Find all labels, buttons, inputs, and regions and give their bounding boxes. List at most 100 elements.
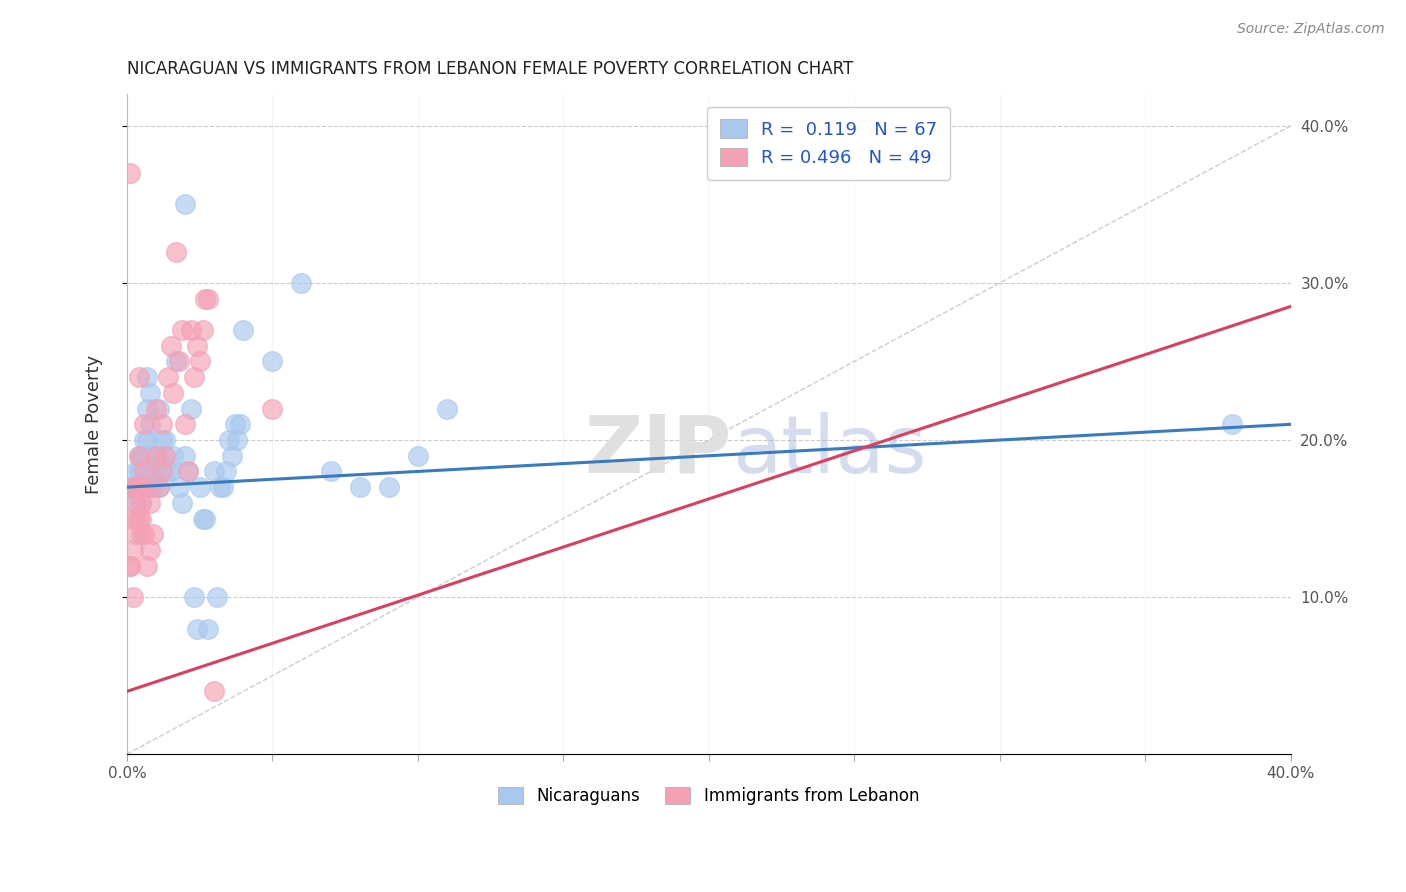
Point (232, 323, 254, 337)
Point (139, 480, 162, 494)
Point (197, 622, 219, 636)
Point (172, 323, 194, 337)
Point (150, 417, 173, 432)
Point (191, 323, 214, 337)
Point (139, 496, 162, 510)
Point (194, 511, 217, 525)
Point (153, 449, 176, 463)
Point (162, 385, 184, 400)
Point (134, 480, 156, 494)
Point (377, 480, 399, 494)
Point (136, 480, 159, 494)
Point (134, 449, 156, 463)
Point (202, 465, 225, 479)
Point (131, 449, 153, 463)
Point (1222, 417, 1244, 432)
Point (131, 496, 153, 510)
Point (406, 449, 429, 463)
Point (180, 401, 202, 416)
Point (174, 449, 197, 463)
Point (208, 480, 231, 494)
Point (202, 684, 225, 698)
Point (177, 465, 200, 479)
Point (124, 496, 146, 510)
Point (262, 401, 284, 416)
Point (172, 496, 194, 510)
Point (215, 465, 238, 479)
Point (121, 480, 143, 494)
Point (124, 480, 146, 494)
Point (121, 480, 143, 494)
Text: atlas: atlas (733, 412, 927, 490)
Point (290, 276, 312, 290)
Point (131, 480, 153, 494)
Point (197, 292, 219, 306)
Point (131, 527, 153, 541)
Point (180, 323, 202, 337)
Point (118, 166, 141, 180)
Point (134, 465, 156, 479)
Point (124, 496, 146, 510)
Point (156, 465, 179, 479)
Point (150, 433, 173, 447)
Point (139, 449, 162, 463)
Text: NICARAGUAN VS IMMIGRANTS FROM LEBANON FEMALE POVERTY CORRELATION CHART: NICARAGUAN VS IMMIGRANTS FROM LEBANON FE… (127, 60, 853, 78)
Point (150, 465, 173, 479)
Point (131, 496, 153, 510)
Point (128, 480, 150, 494)
Point (174, 197, 197, 211)
Point (169, 354, 191, 368)
Point (136, 465, 159, 479)
Point (165, 244, 187, 259)
Point (118, 558, 141, 573)
Point (159, 465, 181, 479)
Point (124, 527, 146, 541)
Point (169, 480, 191, 494)
Point (174, 417, 197, 432)
Point (153, 433, 176, 447)
Point (145, 449, 167, 463)
Point (218, 433, 240, 447)
Point (188, 354, 211, 368)
Point (131, 511, 153, 525)
Point (134, 465, 156, 479)
Point (224, 417, 246, 432)
Point (121, 543, 143, 558)
Point (186, 339, 208, 353)
Point (186, 622, 208, 636)
Point (139, 385, 162, 400)
Point (177, 465, 200, 479)
Point (134, 527, 156, 541)
Point (134, 433, 156, 447)
Legend: Nicaraguans, Immigrants from Lebanon: Nicaraguans, Immigrants from Lebanon (492, 780, 927, 812)
Point (191, 511, 214, 525)
Point (156, 370, 179, 384)
Point (229, 417, 252, 432)
Point (136, 401, 159, 416)
Point (148, 401, 170, 416)
Point (183, 590, 205, 604)
Point (226, 433, 249, 447)
Point (436, 401, 458, 416)
Point (349, 480, 371, 494)
Text: Source: ZipAtlas.com: Source: ZipAtlas.com (1237, 22, 1385, 37)
Point (124, 465, 146, 479)
Point (139, 417, 162, 432)
Point (139, 543, 162, 558)
Point (121, 590, 143, 604)
Point (128, 449, 150, 463)
Point (128, 449, 150, 463)
Point (128, 370, 150, 384)
Point (212, 480, 235, 494)
Point (142, 480, 165, 494)
Point (142, 527, 165, 541)
Point (153, 449, 176, 463)
Point (205, 590, 228, 604)
Point (121, 511, 143, 525)
Point (118, 558, 141, 573)
Point (124, 511, 146, 525)
Point (188, 480, 211, 494)
Point (128, 511, 150, 525)
Text: ZIP: ZIP (585, 412, 733, 490)
Point (262, 354, 284, 368)
